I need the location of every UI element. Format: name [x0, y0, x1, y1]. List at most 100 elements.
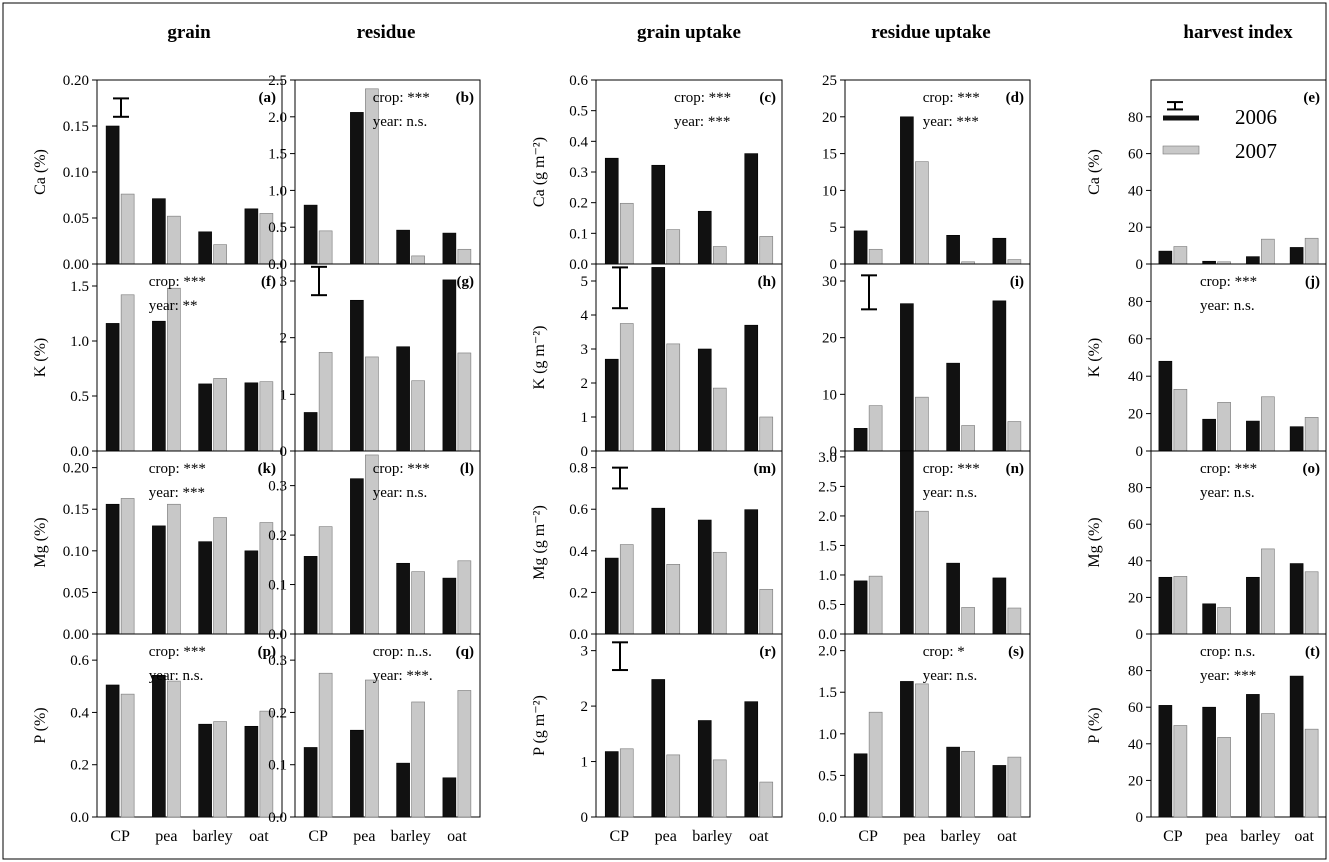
y-tick-label: 0.0 — [70, 810, 89, 826]
panel-frame — [96, 633, 283, 818]
bar-2007-barley — [961, 425, 975, 452]
y-tick-label: 15 — [822, 147, 837, 163]
bar-2006-oat — [442, 279, 457, 452]
bar-2007-oat — [1007, 756, 1022, 818]
y-tick-label: 0 — [1136, 627, 1144, 643]
y-tick-label: 80 — [1128, 294, 1143, 310]
bar-2006-CP — [1158, 705, 1173, 818]
y-tick-label: 0.6 — [569, 502, 588, 518]
y-tick-label: 0.0 — [268, 627, 287, 643]
bar-2006-pea — [1202, 603, 1216, 635]
bar-2006-oat — [744, 701, 759, 818]
y-tick-label: 0.00 — [63, 257, 89, 273]
y-tick-label: 0.0 — [818, 810, 837, 826]
y-tick-label: 10 — [822, 183, 837, 199]
x-tick-label: barley — [1240, 828, 1280, 845]
panel-f: 0.0 0.5 1.0 1.5 K (%) (f) crop: *** year: ** — [32, 263, 283, 460]
bar-2007-CP — [868, 575, 883, 635]
panel-letter: (e) — [1303, 90, 1320, 106]
bar-2007-pea — [915, 161, 929, 265]
panel-letter: (l) — [460, 461, 474, 477]
y-tick-label: 0 — [830, 444, 838, 460]
panel-a: 0.00 0.05 0.10 0.15 0.20 Ca (%) (a) — [32, 73, 283, 273]
panel-letter: (g) — [457, 274, 475, 290]
bar-2006-barley — [396, 762, 410, 818]
panel-letter: (a) — [259, 90, 277, 106]
panel-frame — [294, 633, 481, 818]
bar-2006-oat — [244, 208, 259, 265]
bar-2007-CP — [120, 498, 135, 635]
y-tick-label: 0.2 — [268, 528, 287, 544]
bar-2007-barley — [213, 244, 227, 265]
panel-d: 0 5 10 15 20 25 (d) crop: *** year: *** — [822, 73, 1031, 273]
bar-2006-pea — [152, 675, 166, 818]
y-tick-label: 0.5 — [268, 220, 287, 236]
y-tick-label: 0.0 — [569, 627, 588, 643]
y-tick-label: 60 — [1128, 147, 1143, 163]
bar-2007-barley — [213, 517, 227, 635]
y-tick-label: 0 — [280, 444, 288, 460]
significance-annotation: year: *** — [149, 485, 205, 501]
bar-2006-CP — [1158, 250, 1173, 265]
panel-k: 0.00 0.05 0.10 0.15 0.20 Mg (%) (k) crop: *** ye… — [32, 450, 283, 643]
y-tick-label: 1.0 — [70, 334, 89, 350]
y-tick-label: 2.0 — [268, 110, 287, 126]
bar-2007-pea — [167, 503, 181, 635]
y-tick-label: 20 — [1128, 407, 1143, 423]
y-tick-label: 80 — [1128, 481, 1143, 497]
y-tick-label: 0.15 — [63, 119, 89, 135]
bar-2006-barley — [697, 348, 712, 452]
bar-2006-barley — [198, 383, 212, 452]
bar-2006-CP — [105, 503, 120, 635]
y-tick-label: 3 — [581, 644, 589, 660]
panel-b: 0.0 0.5 1.0 1.5 2.0 2.5 (b) crop: *** year: n.s. — [268, 73, 481, 273]
y-axis-label: K (%) — [32, 338, 49, 378]
x-tick-label: CP — [110, 828, 130, 845]
bar-2006-pea — [350, 478, 364, 635]
bar-2006-pea — [350, 299, 364, 452]
bar-2007-CP — [868, 711, 883, 818]
bar-2006-oat — [244, 550, 259, 635]
y-tick-label: 0.2 — [70, 758, 89, 774]
bar-2006-CP — [105, 323, 120, 452]
bar-2006-pea — [152, 198, 166, 265]
y-tick-label: 0 — [830, 257, 838, 273]
bar-2006-barley — [946, 234, 960, 265]
y-tick-label: 1.5 — [818, 685, 837, 701]
significance-annotation: crop: *** — [674, 90, 731, 106]
bar-2007-pea — [915, 510, 929, 635]
y-tick-label: 0.6 — [70, 653, 89, 669]
bar-2006-barley — [396, 229, 410, 265]
significance-annotation: year: *** — [923, 114, 979, 130]
bar-2007-CP — [120, 693, 135, 818]
bar-2006-CP — [853, 428, 868, 452]
y-tick-label: 0.05 — [63, 585, 89, 601]
bar-2006-oat — [1289, 563, 1304, 635]
y-tick-label: 0.1 — [569, 226, 588, 242]
panel-letter: (b) — [456, 90, 474, 106]
bar-2007-barley — [1261, 548, 1275, 635]
legend-label-2007: 2007 — [1235, 139, 1277, 163]
y-axis-label: P (%) — [1086, 707, 1103, 743]
bar-2007-barley — [213, 378, 227, 452]
y-tick-label: 20 — [1128, 773, 1143, 789]
y-tick-label: 1.5 — [70, 279, 89, 295]
panel-i: 0 10 20 30 (i) — [822, 263, 1031, 460]
bar-2006-barley — [1246, 420, 1260, 452]
bar-2007-CP — [120, 193, 135, 265]
bar-2006-barley — [198, 231, 212, 265]
bar-2007-CP — [1173, 246, 1188, 265]
bar-2006-CP — [1158, 576, 1173, 635]
bar-2006-CP — [604, 157, 619, 265]
bar-2006-barley — [946, 562, 960, 635]
bar-2007-CP — [1173, 576, 1188, 635]
y-tick-label: 0.0 — [818, 627, 837, 643]
bar-2006-oat — [1289, 247, 1304, 265]
bar-2006-CP — [303, 204, 318, 265]
y-tick-label: 0.8 — [569, 461, 588, 477]
y-tick-label: 60 — [1128, 700, 1143, 716]
bar-2007-CP — [1173, 725, 1188, 818]
y-tick-label: 80 — [1128, 110, 1143, 126]
x-tick-label: pea — [903, 828, 925, 845]
